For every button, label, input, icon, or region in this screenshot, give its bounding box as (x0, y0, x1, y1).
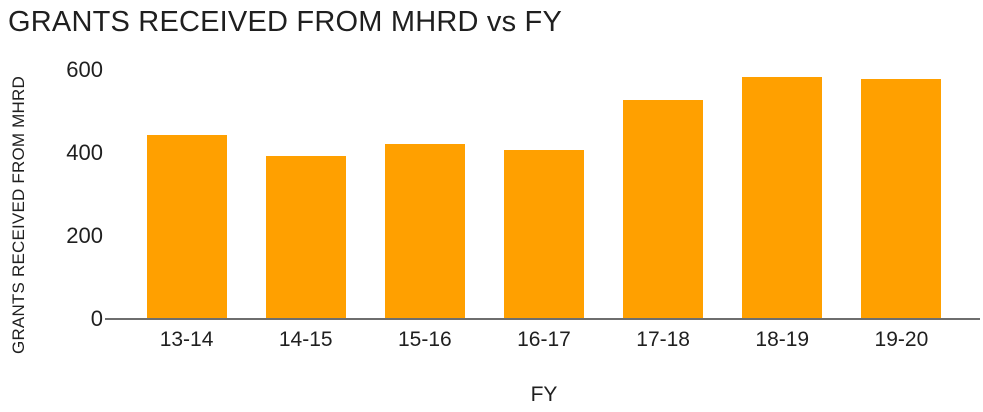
bar-17-18 (623, 100, 704, 318)
chart-title: GRANTS RECEIVED FROM MHRD vs FY (8, 6, 562, 38)
bars-area: 13-14 14-15 15-16 16-17 17-18 18-19 19-20 (127, 60, 961, 350)
bar-group-19-20: 19-20 (842, 60, 961, 350)
bar-group-14-15: 14-15 (246, 60, 365, 350)
y-tick-label: 0 (90, 306, 103, 331)
x-tick-label: 16-17 (517, 328, 571, 351)
x-tick-label: 14-15 (278, 328, 333, 351)
x-tick-label: 17-18 (636, 328, 690, 351)
y-tick-label: 200 (66, 223, 103, 248)
bar-14-15 (265, 156, 346, 318)
bar-18-19 (742, 77, 823, 318)
x-tick-label: 18-19 (755, 328, 810, 351)
bar-13-14 (146, 135, 227, 318)
bar-group-15-16: 15-16 (365, 60, 484, 350)
bar-15-16 (384, 143, 465, 318)
bar-19-20 (861, 79, 942, 318)
x-tick-label: 13-14 (159, 328, 214, 351)
y-axis-title: GRANTS RECEIVED FROM MHRD (9, 76, 28, 354)
x-axis-title: FY (530, 383, 558, 406)
x-tick-label: 19-20 (874, 328, 929, 351)
bar-group-18-19: 18-19 (723, 60, 842, 350)
bar-group-13-14: 13-14 (127, 60, 246, 350)
bar-16-17 (503, 149, 584, 318)
x-axis-line (105, 318, 980, 320)
y-tick-label: 600 (66, 57, 103, 82)
y-tick-label: 400 (66, 140, 103, 165)
x-tick-label: 15-16 (397, 328, 452, 351)
bar-group-16-17: 16-17 (484, 60, 603, 350)
bar-group-17-18: 17-18 (604, 60, 723, 350)
